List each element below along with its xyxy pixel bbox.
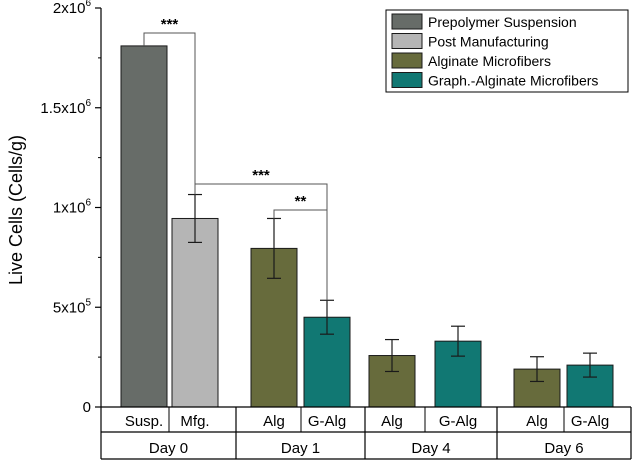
- group-label: Day 6: [544, 440, 583, 457]
- x-tick-label: G-Alg: [439, 413, 477, 430]
- group-label: Day 1: [281, 440, 320, 457]
- bar: [171, 217, 219, 408]
- legend-swatch: [391, 72, 423, 88]
- y-tick-label: 0: [83, 399, 91, 416]
- significance-label: ***: [161, 16, 179, 33]
- x-tick-label: Alg: [263, 413, 285, 430]
- x-tick-label: Alg: [381, 413, 403, 430]
- y-tick-label: 1.5x106: [40, 98, 91, 117]
- group-label: Day 4: [411, 440, 450, 457]
- legend-label: Prepolymer Suspension: [428, 14, 577, 30]
- significance-bracket: [143, 32, 196, 195]
- y-tick-label: 5x105: [53, 297, 92, 316]
- x-tick-label: G-Alg: [308, 413, 346, 430]
- bar: [303, 316, 351, 408]
- group-label: Day 0: [149, 440, 188, 457]
- legend-label: Alginate Microfibers: [428, 53, 551, 69]
- error-bars: [188, 193, 597, 383]
- significance-bracket: [273, 209, 328, 301]
- significance-label: **: [295, 193, 307, 210]
- x-tick-label: Alg: [526, 413, 548, 430]
- significance-markers: ********: [143, 16, 328, 301]
- legend: Prepolymer Suspension Post Manufacturing A…: [385, 9, 629, 93]
- y-tick-label: 2x106: [53, 0, 92, 17]
- x-tick-label: Mfg.: [180, 413, 209, 430]
- axes: 0 5x105 1x106 1.5x106 2x106 Susp. Mfg. Alg G-Alg…: [40, 0, 632, 460]
- legend-label: Post Manufacturing: [428, 34, 549, 50]
- y-axis-title: Live Cells (Cells/g): [6, 135, 26, 285]
- legend-swatch: [391, 33, 423, 49]
- legend-swatch: [391, 52, 423, 69]
- legend-label: Graph.-Alginate Microfibers: [428, 73, 598, 89]
- legend-box: [385, 9, 629, 93]
- legend-swatch: [391, 13, 423, 30]
- bar: [120, 45, 168, 408]
- x-tick-label: G-Alg: [571, 413, 609, 430]
- y-tick-label: 1x106: [53, 198, 92, 217]
- x-tick-label: Susp.: [125, 413, 163, 430]
- significance-label: ***: [252, 167, 270, 184]
